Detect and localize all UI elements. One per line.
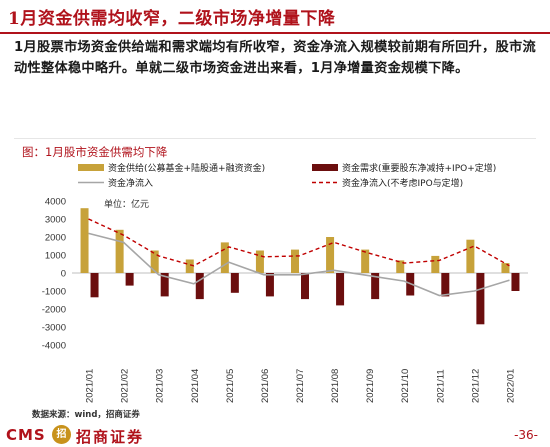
supply-bar — [150, 250, 159, 273]
x-tick-label: 2021/06 — [260, 369, 271, 403]
x-tick-label: 2021/04 — [190, 369, 201, 403]
x-tick-label: 2021/02 — [120, 369, 131, 403]
legend-swatch — [312, 164, 338, 171]
legend-label: 资金供给(公募基金+陆股通+融资资金) — [108, 162, 265, 174]
x-tick-label: 2021/10 — [400, 369, 411, 403]
slide-header: 1月资金供需均收窄，二级市场净增量下降 — [0, 0, 550, 32]
legend-swatch — [78, 164, 104, 171]
chart-title: 图：1月股市资金供需均下降 — [22, 145, 168, 159]
y-tick-label: -4000 — [42, 341, 66, 352]
x-tick-label: 2021/07 — [295, 369, 306, 403]
supply-bar — [466, 239, 475, 273]
net-inflow-line — [88, 232, 510, 297]
supply-bar — [501, 263, 510, 273]
x-tick-label: 2021/11 — [435, 369, 446, 403]
slide-title: 1月资金供需均收窄，二级市场净增量下降 — [8, 9, 336, 29]
net-inflow-ex-ipo-line — [88, 218, 510, 267]
x-tick-label: 2021/03 — [155, 369, 166, 403]
y-tick-label: 2000 — [45, 233, 66, 244]
demand-bar — [476, 273, 485, 325]
x-tick-label: 2021/09 — [365, 369, 376, 403]
supply-bar — [396, 260, 405, 273]
cms-logo-icon: 招 — [52, 425, 71, 444]
supply-bar — [220, 242, 229, 273]
y-tick-label: 1000 — [45, 251, 66, 262]
demand-bar — [265, 273, 274, 297]
supply-bar — [431, 255, 440, 273]
demand-bar — [160, 273, 169, 297]
supply-bar — [115, 229, 124, 273]
x-tick-label: 2021/08 — [330, 369, 341, 403]
legend-label: 资金净流入(不考虑IPO与定增) — [342, 177, 463, 189]
footer-logo: CMS 招 招商证券 — [6, 424, 226, 446]
y-tick-label: -3000 — [42, 323, 66, 334]
demand-bar — [336, 273, 345, 306]
summary-paragraph: 1月股票市场资金供给端和需求端均有所收窄，资金净流入规模较前期有所回升，股市流动… — [14, 40, 536, 76]
supply-bar — [255, 250, 264, 273]
demand-bar — [371, 273, 380, 300]
demand-bar — [125, 273, 134, 286]
supply-bar — [185, 259, 194, 273]
data-source: 数据来源：wind，招商证券 — [32, 410, 140, 420]
demand-bar — [195, 273, 204, 300]
unit-label: 单位：亿元 — [104, 198, 149, 210]
demand-bar — [301, 273, 309, 300]
demand-bar — [90, 273, 99, 298]
legend-label: 资金净流入 — [108, 177, 153, 189]
y-tick-label: -2000 — [42, 305, 66, 316]
supply-bar — [291, 249, 299, 273]
y-tick-label: -1000 — [42, 287, 66, 298]
demand-bar — [230, 273, 239, 293]
header-divider — [0, 32, 550, 34]
brand-name: 招商证券 — [76, 428, 145, 446]
supply-bar — [326, 237, 335, 273]
page-number: -36- — [514, 428, 538, 442]
demand-bar — [511, 273, 520, 291]
cms-wordmark: CMS — [6, 426, 46, 444]
y-tick-label: 3000 — [45, 215, 66, 226]
y-tick-label: 0 — [61, 269, 66, 280]
supply-bar — [80, 208, 89, 273]
x-tick-label: 2022/01 — [505, 369, 516, 403]
legend-label: 资金需求(重要股东净减持+IPO+定增) — [342, 162, 496, 174]
x-tick-label: 2021/01 — [85, 369, 96, 403]
x-tick-label: 2021/05 — [225, 369, 236, 403]
demand-bar — [441, 273, 450, 297]
y-tick-label: 4000 — [45, 197, 66, 208]
supply-bar — [361, 249, 370, 273]
x-tick-label: 2021/12 — [470, 369, 481, 403]
